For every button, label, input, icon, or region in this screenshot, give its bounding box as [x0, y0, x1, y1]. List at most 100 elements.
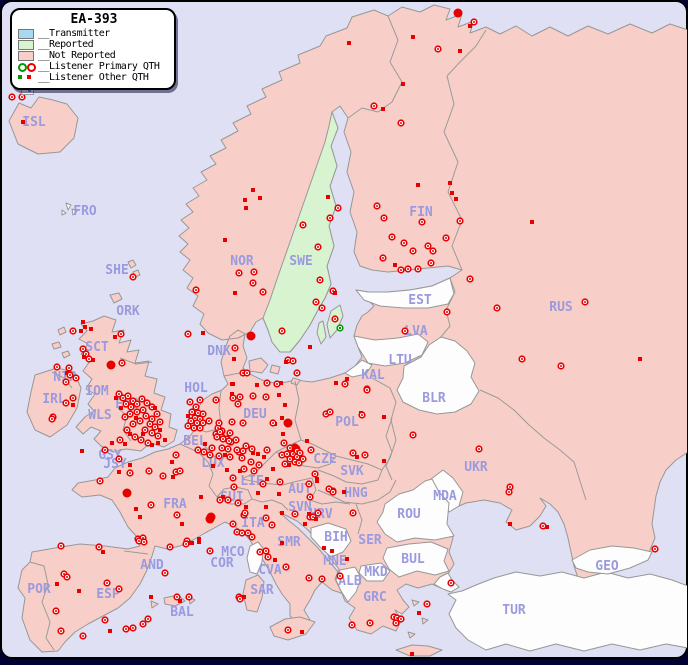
listener-other-qth-marker [322, 546, 326, 550]
listener-other-qth-marker [231, 382, 235, 386]
listener-other-qth-marker [233, 291, 237, 295]
listener-primary-qth-marker [318, 575, 326, 583]
listener-primary-qth-marker [232, 436, 240, 444]
listener-primary-qth-marker [334, 204, 342, 212]
listener-primary-qth-marker [392, 619, 400, 627]
listener-primary-qth-marker [341, 380, 349, 388]
listener-primary-qth-marker [326, 214, 334, 222]
listener-other-qth-marker [180, 522, 184, 526]
listener-primary-qth-marker [205, 417, 213, 425]
listener-primary-qth-marker [115, 585, 123, 593]
listener-primary-qth-marker [373, 202, 381, 210]
landmasses [8, 4, 687, 657]
listener-primary-qth-marker [156, 418, 164, 426]
listener-other-qth-marker [117, 470, 121, 474]
legend-item-label: __Transmitter [38, 28, 110, 39]
country-label-she: SHE [105, 263, 128, 278]
country-label-cva: CVA [258, 563, 282, 578]
listener-primary-qth-marker [147, 501, 155, 509]
country-romania [376, 478, 455, 543]
country-kaliningrad [344, 359, 373, 378]
country-label-and: AND [140, 558, 164, 573]
listener-primary-qth-marker [250, 467, 258, 475]
country-label-irl: IRL [42, 392, 66, 407]
listener-primary-qth-marker [244, 529, 252, 537]
listener-primary-qth-marker [63, 573, 71, 581]
listener-other-qth-marker [382, 459, 386, 463]
listener-primary-qth-marker [145, 467, 153, 475]
listener-other-qth-marker [114, 396, 118, 400]
listener-primary-qth-marker [182, 540, 190, 548]
country-label-est: EST [408, 293, 432, 308]
listener-primary-qth-marker [218, 444, 226, 452]
listener-primary-qth-marker [95, 543, 103, 551]
country-label-fro: FRO [73, 204, 97, 219]
country-label-ita: ITA [241, 516, 265, 531]
listener-primary-qth-marker [370, 102, 378, 110]
listener-primary-qth-marker [380, 214, 388, 222]
listener-primary-qth-marker [651, 545, 659, 553]
listener-other-qth-marker [454, 197, 458, 201]
listener-primary-qth-marker [96, 477, 104, 485]
listener-primary-qth-marker [215, 419, 223, 427]
country-label-blr: BLR [422, 391, 446, 406]
listener-primary-qth-marker [306, 493, 314, 501]
listener-other-qth-marker [342, 490, 346, 494]
listener-other-qth-marker [197, 540, 201, 544]
listener-primary-qth-marker [239, 447, 247, 455]
legend-swatch-reported [18, 39, 34, 50]
listener-primary-qth-marker [256, 548, 264, 556]
listener-other-qth-marker [82, 355, 86, 359]
listener-primary-qth-marker [475, 445, 483, 453]
listener-primary-qth-marker [424, 242, 432, 250]
listener-primary-qth-marker [305, 574, 313, 582]
listener-cluster-marker [246, 331, 256, 341]
listener-primary-qth-marker [129, 420, 137, 428]
listener-other-qth-marker [251, 451, 255, 455]
listener-other-qth-marker [138, 515, 142, 519]
country-bulgaria [382, 541, 450, 578]
legend-swatch-transmitter [18, 28, 34, 39]
listener-primary-qth-marker [57, 627, 65, 635]
listener-primary-qth-marker [228, 418, 236, 426]
listener-cluster-marker [106, 360, 116, 370]
country-label-iom: IOM [85, 384, 109, 399]
country-label-cze: CZE [313, 452, 336, 467]
listener-primary-qth-marker [192, 286, 200, 294]
listener-primary-qth-marker [241, 509, 249, 517]
island-sicily [269, 616, 316, 641]
legend-item: __Listener Other QTH [18, 72, 170, 83]
listener-other-qth-marker [280, 541, 284, 545]
listener-primary-qth-marker [216, 496, 224, 504]
listener-primary-qth-marker [233, 446, 241, 454]
listener-primary-qth-marker [129, 273, 137, 281]
listener-primary-qth-marker [293, 369, 301, 377]
listener-other-qth-marker [280, 416, 284, 420]
listener-primary-qth-marker [122, 400, 130, 408]
listener-other-qth-marker [326, 195, 330, 199]
listener-primary-qth-marker [116, 436, 124, 444]
listener-primary-qth-marker [434, 45, 442, 53]
listener-primary-qth-marker [295, 459, 303, 467]
listener-other-qth-marker [128, 432, 132, 436]
listener-primary-qth-marker [188, 408, 196, 416]
listener-primary-qth-marker [194, 446, 202, 454]
country-estonia [355, 277, 456, 309]
listener-primary-qth-marker [423, 600, 431, 608]
listener-other-qth-marker [232, 357, 236, 361]
listener-other-qth-marker [81, 320, 85, 324]
listener-primary-qth-marker [299, 221, 307, 229]
listener-primary-qth-marker [79, 632, 87, 640]
listener-primary-qth-marker [138, 395, 146, 403]
listener-primary-qth-marker [192, 403, 200, 411]
listener-primary-qth-marker [250, 268, 258, 276]
listener-primary-qth-marker [226, 429, 234, 437]
listener-other-qth-marker [153, 406, 157, 410]
listener-other-qth-marker [199, 495, 203, 499]
map-legend: EA-393 __Transmitter __Reported __Not Repo… [10, 8, 176, 90]
listener-other-qth-marker [416, 183, 420, 187]
listener-other-qth-marker [108, 629, 112, 633]
country-label-grc: GRC [363, 590, 386, 605]
